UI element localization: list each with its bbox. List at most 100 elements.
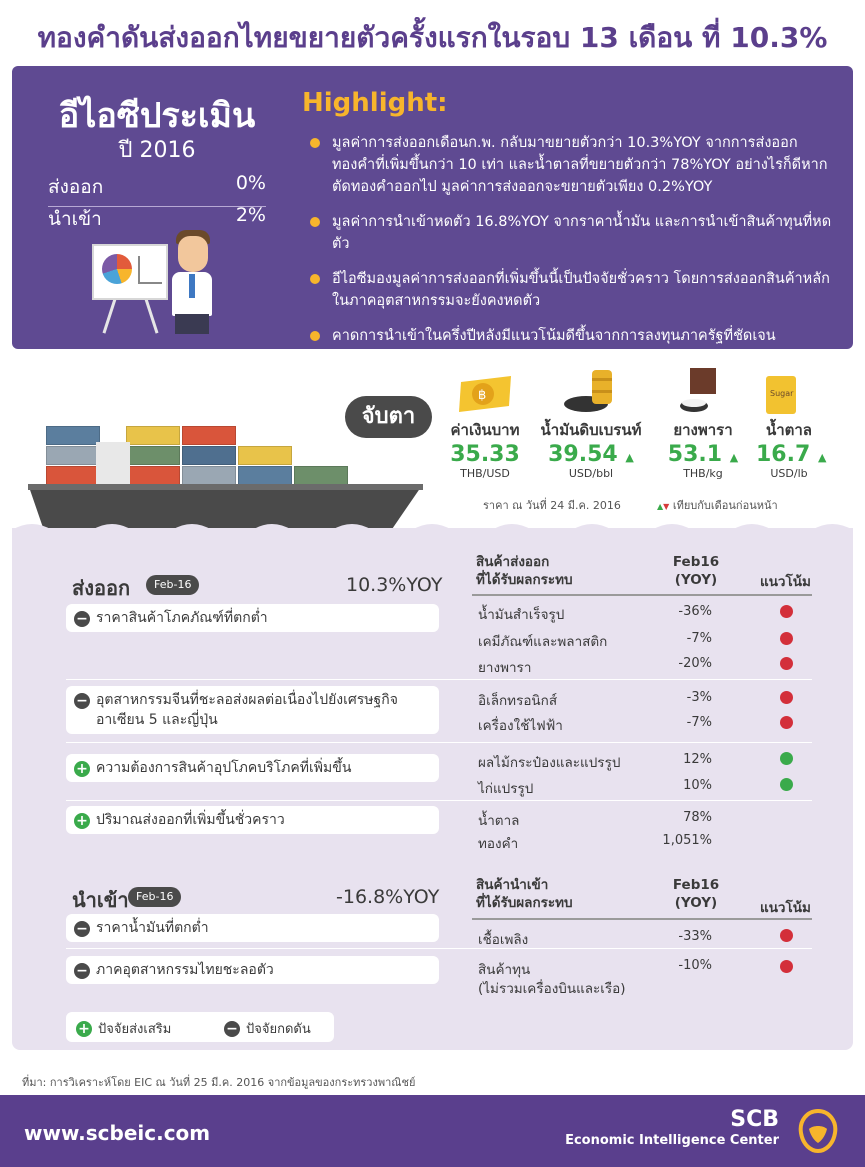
ship-hull-stripe (28, 484, 423, 490)
trend-down-icon (780, 632, 793, 645)
container-icon (126, 466, 180, 485)
trend-down-icon (780, 960, 793, 973)
import-period-badge: Feb-16 (128, 887, 182, 907)
forecast-export-label: ส่งออก (48, 176, 104, 198)
watch-baht-value: 35.33 (450, 442, 520, 467)
export-factor-commodity: − ราคาสินค้าโภคภัณฑ์ที่ตกต่ำ (66, 604, 439, 632)
up-arrow-icon: ▲ (729, 451, 739, 464)
presentation-board-icon (92, 244, 168, 300)
sugar-bag-icon: Sugar (766, 376, 796, 414)
export-row-name: ไก่แปรรูป (478, 781, 534, 797)
watch-sugar-unit: USD/lb (770, 467, 808, 480)
export-header-rule (472, 594, 812, 596)
highlight-item: คาดการนำเข้าในครึ่งปีหลังมีแนวโน้มดีขึ้น… (310, 325, 840, 347)
export-row-name: น้ำตาล (478, 813, 520, 829)
footer: www.scbeic.com SCB Economic Intelligence… (0, 1095, 865, 1167)
import-row-name: สินค้าทุน (478, 962, 531, 978)
easel-leg-icon (144, 298, 159, 334)
export-col-trend: แนวโน้ม (760, 574, 811, 590)
import-row-name: เชื้อเพลิง (478, 932, 529, 948)
export-col-period: Feb16 (YOY) (672, 554, 720, 588)
import-section-label: นำเข้า (72, 888, 129, 912)
export-row-value: 10% (683, 778, 712, 793)
pie-chart-icon (102, 254, 132, 284)
presenter-legs-icon (175, 314, 209, 334)
eic-forecast-title: อีไอซีประเมิน (58, 96, 256, 136)
forecast-import: นำเข้า 2% (48, 204, 266, 234)
export-factor-temporary: + ปริมาณส่งออกที่เพิ่มขึ้นชั่วคราว (66, 806, 439, 834)
watch-brent: น้ำมันดิบเบรนท์ 39.54 ▲ USD/bbl (536, 418, 646, 480)
plus-icon: + (76, 1020, 92, 1037)
export-period-badge: Feb-16 (146, 575, 200, 595)
easel-leg-icon (102, 298, 117, 334)
export-row-name: ทองคำ (478, 836, 519, 852)
import-row-value: -33% (678, 929, 712, 944)
export-row-name: อิเล็กทรอนิกส์ (478, 693, 558, 709)
watch-rubber: ยางพารา 53.1 ▲ THB/kg (664, 418, 742, 480)
container-icon (238, 446, 292, 465)
forecast-import-value: 2% (235, 204, 266, 226)
export-yoy: 10.3%YOY (346, 574, 443, 596)
minus-icon: − (74, 693, 90, 709)
bullet-icon (310, 274, 320, 284)
legend-positive: + ปัจจัยส่งเสริม (76, 1018, 171, 1039)
export-factor-consumer: + ความต้องการสินค้าอุปโภคบริโภคที่เพิ่มขึ… (66, 754, 439, 782)
container-icon (46, 446, 100, 465)
container-icon (126, 446, 180, 465)
export-row-value: -36% (678, 604, 712, 619)
container-icon (182, 446, 236, 465)
brand-subtitle: Economic Intelligence Center (565, 1133, 779, 1148)
container-icon (126, 426, 180, 445)
baht-coin-icon: ฿ (459, 376, 511, 412)
plus-icon: + (74, 761, 90, 777)
group-divider (66, 948, 812, 949)
watch-brent-value: 39.54 ▲ (548, 442, 634, 467)
import-factor-oil: − ราคาน้ำมันที่ตกต่ำ (66, 914, 439, 942)
presenter-head-icon (178, 236, 208, 272)
export-row-value: 78% (683, 810, 712, 825)
highlight-item: มูลค่าการส่งออกเดือนก.พ. กลับมาขยายตัวกว… (310, 132, 840, 198)
brand-name: SCB (730, 1107, 779, 1132)
import-col-period: Feb16 (YOY) (672, 877, 720, 911)
import-row-note: (ไม่รวมเครื่องบินและเรือ) (478, 981, 626, 997)
minus-icon: − (74, 611, 90, 627)
rubber-icon (680, 368, 716, 412)
down-arrow-icon: ▼ (663, 502, 670, 511)
import-row-value: -10% (678, 958, 712, 973)
sugar-bag-label: Sugar (770, 389, 794, 398)
export-row-name: เครื่องใช้ไฟฟ้า (478, 718, 563, 734)
cargo-ship-illustration (0, 360, 865, 530)
website-link[interactable]: www.scbeic.com (24, 1121, 211, 1145)
svg-text:฿: ฿ (478, 388, 486, 403)
hero-panel: อีไอซีประเมิน ปี 2016 ส่งออก 0% นำเข้า 2… (12, 66, 853, 349)
presenter-tie-icon (189, 274, 195, 298)
watch-baht-label: ค่าเงินบาท (450, 421, 520, 439)
highlight-item: มูลค่าการนำเข้าหดตัว 16.8%YOY จากราคาน้ำ… (310, 211, 840, 255)
ship-hull-icon (28, 484, 423, 530)
group-divider (66, 679, 812, 680)
container-icon (182, 426, 236, 445)
export-factor-china: − อุตสาหกรรมจีนที่ชะลอส่งผลต่อเนื่องไปยัง… (66, 686, 439, 734)
ship-bridge-icon (96, 442, 130, 484)
scb-logo-icon (798, 1108, 838, 1154)
watch-sugar-label: น้ำตาล (765, 421, 813, 439)
export-col-product: สินค้าส่งออก ที่ได้รับผลกระทบ (476, 554, 573, 588)
import-col-trend: แนวโน้ม (760, 900, 811, 916)
export-row-name: เคมีภัณฑ์และพลาสติก (478, 634, 608, 650)
export-row-value: 1,051% (662, 833, 712, 848)
watch-sugar: น้ำตาล 16.7 ▲ USD/lb (756, 418, 826, 480)
up-arrow-icon: ▲ (625, 451, 634, 464)
watch-baht: ค่าเงินบาท 35.33 THB/USD (450, 418, 520, 480)
export-row-value: -20% (678, 656, 712, 671)
trend-down-icon (780, 657, 793, 670)
oil-barrel-icon (564, 370, 612, 412)
export-row-name: ยางพารา (478, 660, 532, 676)
plus-icon: + (74, 813, 90, 829)
group-divider (66, 742, 812, 743)
factor-legend: + ปัจจัยส่งเสริม − ปัจจัยกดดัน (66, 1012, 334, 1042)
bullet-icon (310, 331, 320, 341)
export-row-value: -7% (686, 715, 712, 730)
minus-icon: − (224, 1020, 240, 1037)
source-note: ที่มา: การวิเคราะห์โดย EIC ณ วันที่ 25 ม… (22, 1076, 416, 1089)
watch-rubber-value: 53.1 ▲ (667, 442, 739, 467)
